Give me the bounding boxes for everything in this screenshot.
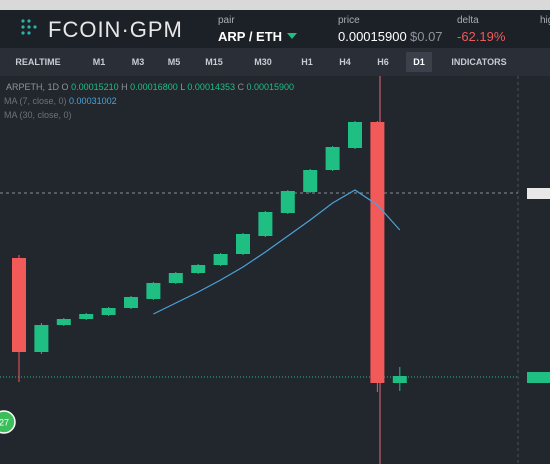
timeframe-button[interactable]: M5 [167, 57, 181, 67]
ma-line [153, 189, 401, 315]
ohlc-value: 0.00014353 [187, 82, 235, 92]
candle-body [124, 297, 138, 308]
ohlc-value: 0.00015900 [247, 82, 295, 92]
timeframe-button[interactable]: H1 [301, 57, 313, 67]
candle-body [303, 170, 318, 192]
candle-body [325, 147, 340, 170]
delta: -62.19% [457, 29, 506, 44]
logo-icon [21, 19, 37, 35]
crosshair-tag [527, 188, 550, 199]
high-label: hig [540, 15, 550, 26]
candle-body [146, 283, 161, 299]
candle-body [348, 122, 362, 148]
ma-label: MA (7, close, 0) [4, 96, 67, 106]
badge-text: 27 [0, 417, 9, 427]
timeframe-button[interactable]: M3 [131, 57, 145, 67]
candle-body [258, 212, 273, 236]
timeframe-button[interactable]: D1 [406, 52, 432, 72]
candle-body [56, 319, 71, 325]
timeframe-button[interactable]: REALTIME [15, 57, 61, 67]
toolbar: REALTIME M1 M3 M5 M15 M30 H1 H4 H6 D1 INDICATORS [0, 48, 550, 76]
price-label: price [338, 15, 360, 26]
browser-strip [0, 0, 550, 10]
candle-body [168, 273, 183, 283]
ohlc-value: 0.00016800 [130, 82, 178, 92]
candle-body [213, 254, 228, 265]
symbol: ARPETH, 1D [6, 82, 60, 92]
candle-body [392, 376, 407, 383]
ohlc-key: C [238, 82, 245, 92]
candle-body [12, 258, 26, 352]
price: 0.00015900 [338, 29, 407, 44]
header: FCOIN·GPM pair ARP / ETH price 0.0001590… [0, 10, 550, 48]
logo: FCOIN·GPM [48, 17, 183, 42]
timeframe-button[interactable]: H6 [377, 57, 389, 67]
timeframe-button[interactable]: H4 [339, 57, 351, 67]
plot [12, 121, 407, 392]
ma-value: 0.00031002 [69, 96, 117, 106]
pair-label: pair [218, 15, 235, 26]
price-usd: $0.07 [410, 29, 443, 44]
badge [0, 410, 16, 434]
candle-body [34, 325, 49, 352]
candle-body [79, 314, 94, 319]
chart-bg [0, 76, 550, 464]
ma-label: MA (30, close, 0) [4, 110, 72, 120]
candle-body [191, 265, 206, 273]
delta-label: delta [457, 15, 479, 26]
chart: ARPETH, 1D O 0.00015210 H 0.00016800 L 0… [0, 76, 550, 464]
ma-legend: MA (7, close, 0) 0.00031002 [4, 96, 117, 106]
price-tag [527, 372, 550, 383]
ohlc-key: H [121, 82, 128, 92]
pair-select[interactable]: ARP / ETH [218, 29, 283, 44]
legend-row: ARPETH, 1D O 0.00015210 H 0.00016800 L 0… [6, 82, 294, 92]
timeframe-button[interactable]: INDICATORS [451, 57, 507, 67]
ma-legend: MA (30, close, 0) [4, 110, 72, 120]
timeframe-button[interactable]: M1 [92, 57, 106, 67]
timeframe-button[interactable]: M30 [254, 57, 272, 67]
candle-body [236, 234, 250, 254]
candle-body [280, 191, 295, 213]
ohlc-key: L [180, 82, 185, 92]
ohlc-value: 0.00015210 [71, 82, 119, 92]
legend: ARPETH, 1D O 0.00015210 H 0.00016800 L 0… [4, 82, 294, 120]
dropdown-arrow [287, 33, 297, 39]
candle-body [101, 308, 116, 315]
candle-body [370, 122, 385, 383]
timeframe-button[interactable]: M15 [205, 57, 223, 67]
ohlc-key: O [62, 82, 69, 92]
